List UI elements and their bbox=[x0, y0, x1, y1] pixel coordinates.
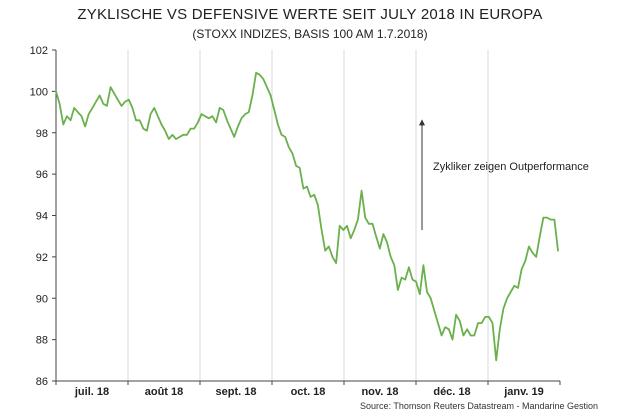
x-tick-label: oct. 18 bbox=[291, 386, 326, 398]
y-tick-label: 90 bbox=[36, 293, 48, 305]
y-tick-label: 100 bbox=[30, 86, 48, 98]
annotation-text: Zykliker zeigen Outperformance bbox=[433, 161, 589, 173]
y-tick-label: 102 bbox=[30, 45, 48, 57]
y-tick-label: 92 bbox=[36, 252, 48, 264]
series-line bbox=[55, 71, 559, 362]
chart-title: ZYKLISCHE VS DEFENSIVE WERTE SEIT JULY 2… bbox=[77, 6, 543, 23]
x-tick-label: déc. 18 bbox=[433, 386, 470, 398]
x-tick-label: sept. 18 bbox=[216, 386, 257, 398]
x-tick-label: juil. 18 bbox=[74, 386, 109, 398]
y-tick-label: 94 bbox=[36, 211, 48, 223]
y-tick-label: 88 bbox=[36, 335, 48, 347]
y-tick-label: 96 bbox=[36, 169, 48, 181]
chart-subtitle: (STOXX INDIZES, BASIS 100 AM 1.7.2018) bbox=[192, 27, 428, 41]
arrow-head-icon bbox=[419, 119, 425, 126]
source-note: Source: Thomson Reuters Datastream - Man… bbox=[360, 401, 598, 411]
x-tick-label: janv. 19 bbox=[503, 386, 544, 398]
y-tick-label: 86 bbox=[36, 376, 48, 388]
x-tick-label: nov. 18 bbox=[361, 386, 398, 398]
x-tick-label: août 18 bbox=[145, 386, 184, 398]
y-tick-label: 98 bbox=[36, 128, 48, 140]
